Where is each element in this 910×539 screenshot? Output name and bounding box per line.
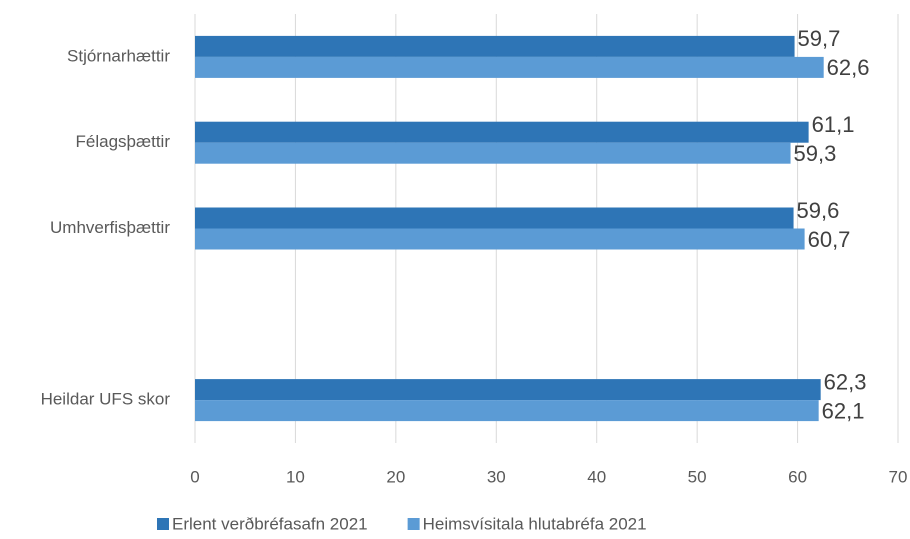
x-tick-label: 30 xyxy=(487,467,506,486)
bar xyxy=(195,121,809,143)
value-label: 59,3 xyxy=(794,141,837,166)
x-tick-label: 0 xyxy=(190,467,199,486)
bar xyxy=(195,35,795,57)
value-label: 61,1 xyxy=(812,112,855,137)
value-label: 62,6 xyxy=(827,55,870,80)
y-tick-label: Umhverfisþættir xyxy=(50,218,170,237)
legend-swatch xyxy=(157,518,169,530)
legend-label: Erlent verðbréfasafn 2021 xyxy=(172,514,368,533)
legend-label: Heimsvísitala hlutabréfa 2021 xyxy=(423,514,647,533)
x-tick-label: 50 xyxy=(688,467,707,486)
x-tick-label: 40 xyxy=(587,467,606,486)
legend-swatch xyxy=(407,518,420,530)
x-tick-label: 60 xyxy=(788,467,807,486)
x-tick-label: 10 xyxy=(286,467,305,486)
bar xyxy=(195,56,824,78)
value-label: 60,7 xyxy=(808,227,851,252)
value-label: 62,1 xyxy=(822,398,865,423)
x-tick-label: 20 xyxy=(386,467,405,486)
bar xyxy=(195,228,805,250)
x-tick-label: 70 xyxy=(889,467,908,486)
value-label: 59,6 xyxy=(797,198,840,223)
bar xyxy=(195,142,791,164)
value-label: 62,3 xyxy=(824,369,867,394)
value-label: 59,7 xyxy=(798,26,841,51)
y-tick-label: Stjórnarhættir xyxy=(67,46,170,65)
bar xyxy=(195,379,821,401)
y-tick-label: Félagsþættir xyxy=(76,132,171,151)
bar xyxy=(195,400,819,422)
bar xyxy=(195,207,794,229)
y-tick-label: Heildar UFS skor xyxy=(41,390,171,409)
